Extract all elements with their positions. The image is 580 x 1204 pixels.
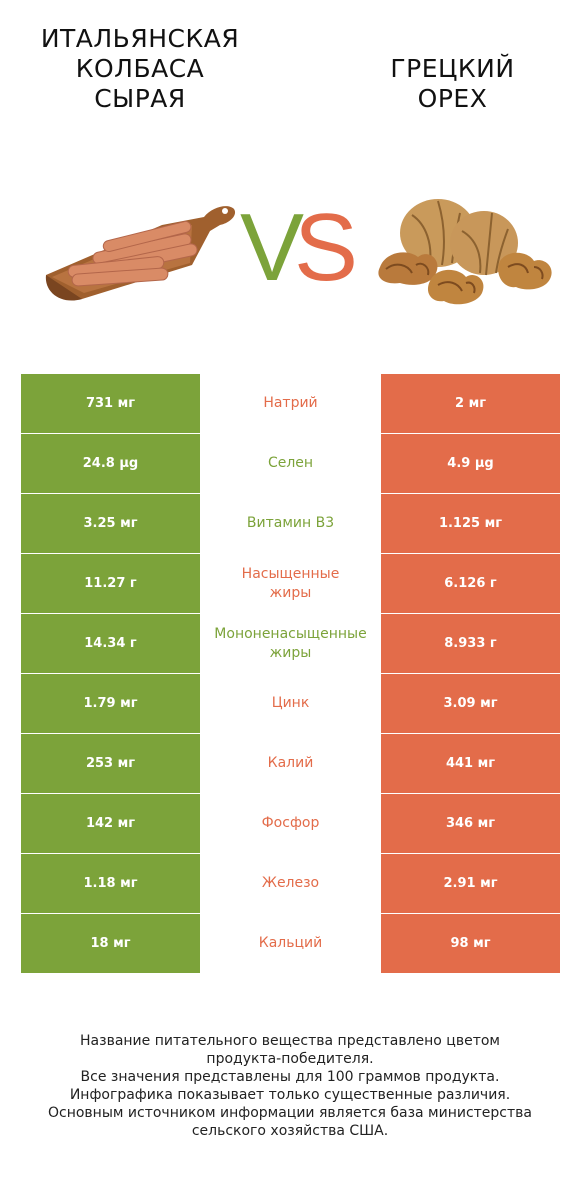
nutrient-name-cell: Цинк	[200, 673, 381, 734]
footnote-line-6: сельского хозяйства США.	[191, 1123, 389, 1139]
left-value-cell: 731 мг	[21, 374, 201, 434]
right-value-cell: 2.91 мг	[380, 853, 560, 914]
table-row: 253 мг Калий 441 мг	[21, 733, 560, 794]
vs-mark: V S	[240, 200, 358, 290]
left-product-title: ИТАЛЬЯНСКАЯ КОЛБАСА СЫРАЯ	[40, 24, 240, 114]
right-value-cell: 98 мг	[380, 913, 560, 973]
nutrient-name-line: жиры	[269, 584, 312, 601]
vs-v-letter: V	[240, 200, 304, 290]
left-value-cell: 1.79 мг	[21, 673, 201, 734]
table-row: 1.18 мг Железо 2.91 мг	[21, 853, 560, 914]
left-value-cell: 3.25 мг	[21, 493, 201, 554]
nutrient-name-line: Витамин B3	[246, 515, 335, 531]
right-value-cell: 4.9 µg	[380, 433, 560, 494]
footnote-line-3: Все значения представлены для 100 граммо…	[80, 1069, 500, 1085]
left-title-line-3: СЫРАЯ	[94, 84, 186, 113]
nutrient-name-line: Железо	[261, 875, 320, 891]
right-title-line-2: ОРЕХ	[417, 84, 488, 113]
footnote-line-2: продукта-победителя.	[206, 1051, 374, 1067]
table-row: 18 мг Кальций 98 мг	[21, 913, 560, 973]
nutrient-name-line: Насыщенные	[241, 565, 340, 582]
left-title-line-1: ИТАЛЬЯНСКАЯ	[40, 24, 240, 53]
footnote-line-4: Инфографика показывает только существенн…	[69, 1087, 511, 1103]
nutrient-comparison-table: 731 мг Натрий 2 мг 24.8 µg Селен 4.9 µg 3.25 м…	[21, 374, 560, 973]
nutrient-name-cell: Натрий	[200, 374, 381, 434]
nutrient-name-cell: Мононенасыщенные жиры	[200, 613, 381, 674]
nutrient-name-cell: Насыщенные жиры	[200, 553, 381, 614]
nutrient-name-line: Натрий	[263, 395, 318, 411]
right-title-line-1: ГРЕЦКИЙ	[390, 54, 515, 83]
footnote-line-5: Основным источником информации является …	[48, 1105, 532, 1121]
table-row: 14.34 г Мононенасыщенные жиры 8.933 г	[21, 613, 560, 674]
right-value-cell: 1.125 мг	[380, 493, 560, 554]
nutrient-name-line: Мононенасыщенные	[214, 625, 367, 642]
nutrient-name-line: жиры	[269, 644, 312, 661]
left-value-cell: 11.27 г	[21, 553, 201, 614]
table-row: 3.25 мг Витамин B3 1.125 мг	[21, 493, 560, 554]
left-value-cell: 18 мг	[21, 913, 201, 973]
table-row: 731 мг Натрий 2 мг	[21, 374, 560, 434]
nutrient-name-cell: Калий	[200, 733, 381, 794]
nutrient-name-line: Калий	[267, 755, 314, 771]
left-value-cell: 1.18 мг	[21, 853, 201, 914]
right-value-cell: 6.126 г	[380, 553, 560, 614]
right-value-cell: 346 мг	[380, 793, 560, 854]
left-value-cell: 253 мг	[21, 733, 201, 794]
nutrient-name-cell: Фосфор	[200, 793, 381, 854]
right-product-title: ГРЕЦКИЙ ОРЕХ	[365, 54, 540, 114]
left-title-line-2: КОЛБАСА	[75, 54, 205, 83]
table-row: 142 мг Фосфор 346 мг	[21, 793, 560, 854]
walnut-image	[372, 195, 560, 315]
table-row: 24.8 µg Селен 4.9 µg	[21, 433, 560, 494]
nutrient-name-line: Цинк	[271, 695, 310, 711]
nutrient-name-cell: Кальций	[200, 913, 381, 973]
nutrient-name-line: Фосфор	[261, 815, 320, 831]
vs-s-letter: S	[294, 200, 358, 290]
table-row: 1.79 мг Цинк 3.09 мг	[21, 673, 560, 734]
left-value-cell: 142 мг	[21, 793, 201, 854]
table-row: 11.27 г Насыщенные жиры 6.126 г	[21, 553, 560, 614]
footnote-line-1: Название питательного вещества представл…	[80, 1033, 500, 1049]
nutrient-name-line: Селен	[267, 455, 314, 471]
left-value-cell: 24.8 µg	[21, 433, 201, 494]
right-value-cell: 8.933 г	[380, 613, 560, 674]
footnote: Название питательного вещества представл…	[20, 1032, 560, 1140]
sausage-image	[42, 195, 238, 310]
nutrient-name-cell: Железо	[200, 853, 381, 914]
right-value-cell: 2 мг	[380, 374, 560, 434]
right-value-cell: 441 мг	[380, 733, 560, 794]
nutrient-name-line: Кальций	[258, 935, 323, 951]
nutrient-name-cell: Витамин B3	[200, 493, 381, 554]
left-value-cell: 14.34 г	[21, 613, 201, 674]
right-value-cell: 3.09 мг	[380, 673, 560, 734]
nutrient-name-cell: Селен	[200, 433, 381, 494]
